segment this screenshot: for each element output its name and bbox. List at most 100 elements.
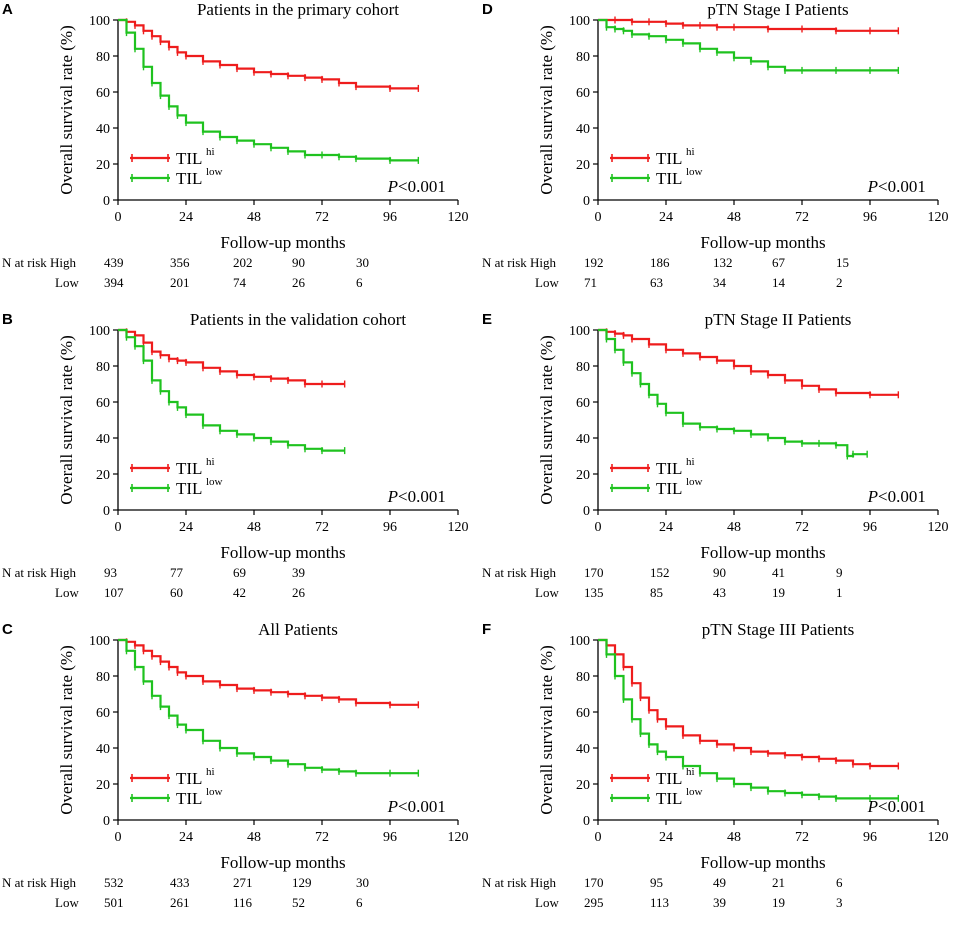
y-tick-label: 60 — [96, 86, 110, 101]
x-tick-label: 24 — [179, 830, 193, 845]
legend-entry-low: TIL low — [130, 786, 223, 808]
survival-curve-high — [598, 638, 899, 768]
y-tick-label: 0 — [103, 194, 110, 209]
x-tick-label: 120 — [928, 520, 949, 535]
risk-label-low: Low — [535, 895, 559, 910]
legend-superscript: hi — [686, 146, 695, 158]
risk-count-low: 42 — [233, 585, 246, 600]
y-tick-label: 100 — [569, 634, 590, 649]
risk-label-low: Low — [55, 895, 79, 910]
censor-marks-low — [125, 29, 420, 164]
y-axis-label: Overall survival rate (%) — [57, 645, 76, 814]
risk-count-low: 1 — [836, 585, 843, 600]
risk-count-low: 135 — [584, 585, 604, 600]
risk-table: N at risk High Low 170 152 90 41 9 135 85 43 19 1 — [482, 565, 843, 600]
risk-count-low: 6 — [356, 895, 363, 910]
risk-count-high: 93 — [104, 565, 117, 580]
y-tick-label: 100 — [89, 634, 110, 649]
legend-label: TIL — [656, 169, 682, 188]
panel-letter: B — [2, 311, 13, 328]
risk-count-low: 295 — [584, 895, 604, 910]
risk-count-high: 39 — [292, 565, 305, 580]
legend-entry-low: TIL low — [130, 476, 223, 498]
legend-superscript: low — [206, 786, 223, 798]
x-axis-label: Follow-up months — [700, 853, 825, 872]
y-tick-label: 20 — [576, 778, 590, 793]
survival-curve-high — [598, 18, 899, 32]
legend-entry-low: TIL low — [610, 476, 703, 498]
risk-count-high: 170 — [584, 875, 604, 890]
x-axis-label: Follow-up months — [220, 543, 345, 562]
y-tick-label: 80 — [576, 670, 590, 685]
censor-marks-low — [605, 23, 900, 74]
risk-count-high: 433 — [170, 875, 190, 890]
y-tick-label: 40 — [576, 742, 590, 757]
risk-count-low: 6 — [356, 275, 363, 290]
chart-title: Patients in the validation cohort — [190, 310, 407, 329]
legend-label: TIL — [176, 459, 202, 478]
p-value-text: <0.001 — [878, 797, 926, 816]
legend-superscript: low — [206, 166, 223, 178]
p-value: P <0.001 — [867, 797, 926, 816]
y-axis-label: Overall survival rate (%) — [537, 335, 556, 504]
risk-count-high: 356 — [170, 255, 190, 270]
risk-count-low: 14 — [772, 275, 786, 290]
legend-label: TIL — [656, 769, 682, 788]
risk-count-low: 19 — [772, 895, 785, 910]
p-value-symbol: P — [387, 797, 398, 816]
panel-letter: D — [482, 1, 493, 18]
risk-count-low: 107 — [104, 585, 124, 600]
x-tick-label: 48 — [247, 520, 261, 535]
risk-table: N at risk High Low 170 95 49 21 6 295 113 39 19 3 — [482, 875, 843, 910]
censor-marks-high — [614, 16, 900, 35]
legend-label: TIL — [656, 789, 682, 808]
y-tick-label: 40 — [576, 122, 590, 137]
legend-superscript: hi — [206, 146, 215, 158]
chart-title: All Patients — [258, 620, 338, 639]
legend-superscript: hi — [686, 766, 695, 778]
risk-label-high: N at risk High — [482, 565, 557, 580]
censor-marks-high — [605, 328, 900, 399]
chart-b: B Patients in the validation cohort 0 20 40 6… — [2, 310, 469, 600]
risk-table: N at risk High Low 532 433 271 129 30 501 261 116… — [2, 875, 369, 910]
risk-count-low: 63 — [650, 275, 663, 290]
risk-count-high: 67 — [772, 255, 786, 270]
risk-count-high: 95 — [650, 875, 663, 890]
risk-label-low: Low — [55, 275, 79, 290]
risk-count-high: 49 — [713, 875, 726, 890]
censor-marks-low — [605, 335, 868, 460]
y-tick-label: 40 — [96, 432, 110, 447]
y-tick-label: 0 — [103, 814, 110, 829]
legend-superscript: hi — [206, 766, 215, 778]
risk-count-low: 52 — [292, 895, 305, 910]
x-tick-label: 120 — [928, 210, 949, 225]
x-tick-label: 96 — [383, 210, 397, 225]
survival-curve-low — [118, 638, 419, 775]
p-value-symbol: P — [387, 487, 398, 506]
p-value-text: <0.001 — [878, 487, 926, 506]
y-tick-label: 80 — [96, 670, 110, 685]
y-tick-label: 60 — [576, 706, 590, 721]
censor-marks-high — [125, 638, 420, 709]
x-tick-label: 120 — [928, 830, 949, 845]
risk-count-low: 60 — [170, 585, 183, 600]
chart-title: pTN Stage II Patients — [705, 310, 852, 329]
y-tick-label: 60 — [576, 396, 590, 411]
p-value: P <0.001 — [867, 177, 926, 196]
y-tick-label: 20 — [576, 468, 590, 483]
risk-count-high: 9 — [836, 565, 843, 580]
y-tick-label: 80 — [576, 360, 590, 375]
y-axis-label: Overall survival rate (%) — [537, 645, 556, 814]
x-tick-label: 72 — [795, 210, 809, 225]
risk-count-low: 113 — [650, 895, 669, 910]
x-tick-label: 48 — [727, 830, 741, 845]
censor-marks-low — [125, 333, 346, 455]
y-tick-label: 100 — [569, 324, 590, 339]
risk-count-high: 152 — [650, 565, 670, 580]
censor-marks-low — [125, 647, 420, 777]
y-tick-label: 0 — [103, 504, 110, 519]
risk-count-high: 186 — [650, 255, 670, 270]
y-tick-label: 100 — [89, 324, 110, 339]
risk-label-high: N at risk High — [2, 255, 77, 270]
